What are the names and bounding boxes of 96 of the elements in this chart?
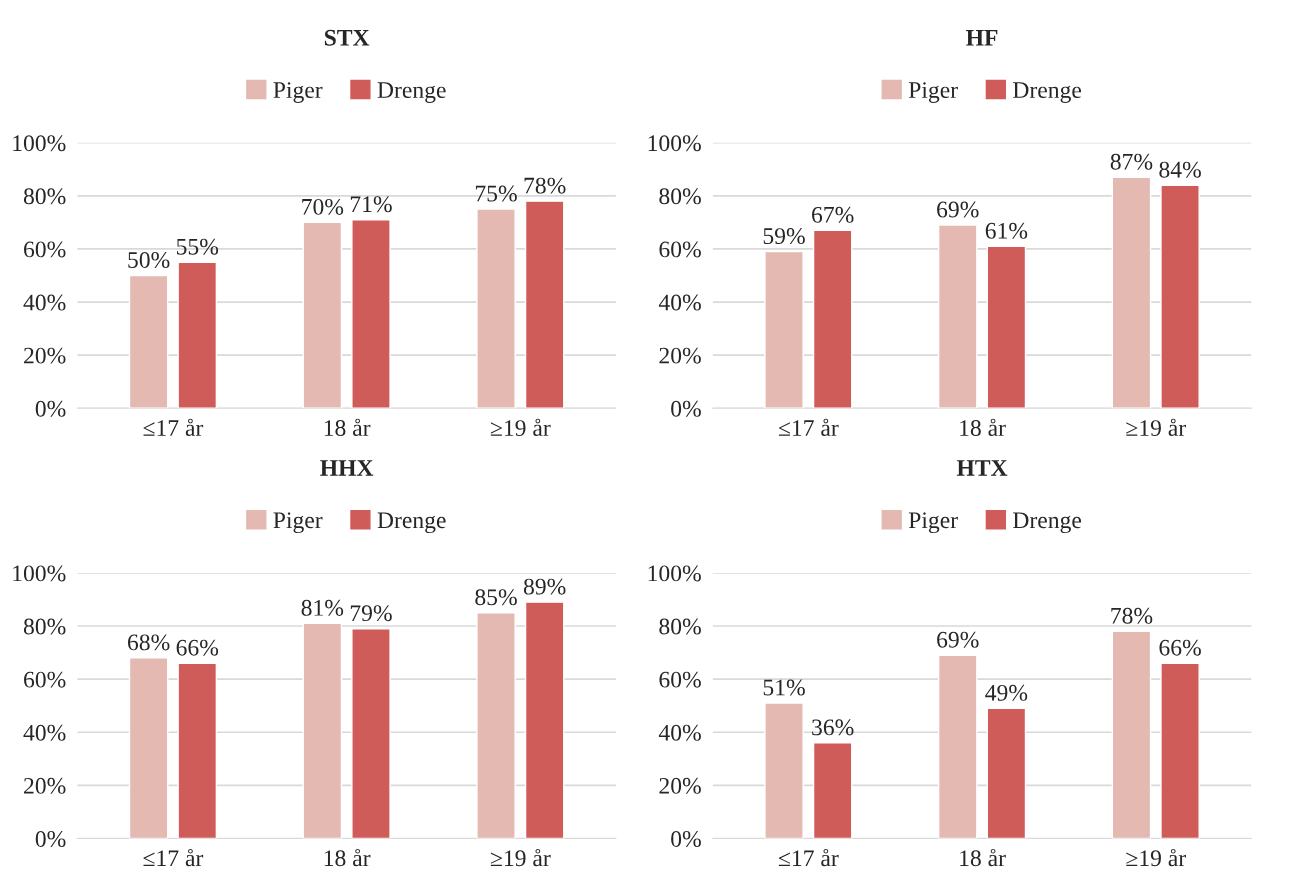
- data-label: 89%: [523, 578, 566, 595]
- data-label: 78%: [1111, 607, 1153, 624]
- bar: [1160, 662, 1200, 839]
- legend-label: Piger: [273, 82, 323, 103]
- data-label: 68%: [127, 634, 170, 651]
- data-label: 85%: [475, 589, 517, 606]
- legend-label: Drenge: [377, 82, 446, 103]
- bar: [524, 200, 565, 409]
- bar: [1111, 630, 1152, 839]
- y-tick-label: 0%: [35, 830, 66, 847]
- bar: [764, 702, 804, 839]
- y-tick-label: 60%: [24, 671, 66, 688]
- x-tick-label: ≥19 år: [490, 848, 551, 867]
- x-tick-label: 18 år: [960, 848, 1006, 867]
- x-tick-label: ≥19 år: [490, 418, 551, 436]
- bar: [351, 627, 391, 839]
- bar: [812, 742, 853, 839]
- data-label: 69%: [937, 631, 979, 648]
- y-tick-label: 40%: [23, 724, 66, 741]
- legend-label: Drenge: [1013, 512, 1082, 534]
- chart-title: STX: [324, 29, 370, 46]
- y-tick-label: 60%: [659, 671, 701, 688]
- data-label: 59%: [763, 228, 805, 245]
- x-tick-label: ≤17 år: [143, 418, 204, 436]
- y-tick-label: 40%: [658, 294, 701, 311]
- chart-title: HF: [966, 30, 998, 46]
- y-tick-label: 20%: [24, 347, 66, 364]
- bar: [476, 208, 516, 409]
- y-tick-label: 80%: [23, 618, 66, 635]
- y-tick-label: 100%: [13, 565, 66, 582]
- y-tick-label: 80%: [23, 188, 66, 205]
- data-label: 66%: [176, 639, 219, 656]
- y-tick-label: 20%: [659, 347, 701, 364]
- legend-label: Piger: [908, 512, 958, 534]
- y-tick-label: 0%: [671, 400, 701, 417]
- chart-title: HTX: [956, 460, 1008, 476]
- bar: [986, 707, 1027, 839]
- bar: [351, 219, 391, 409]
- data-label: 87%: [1110, 153, 1153, 170]
- bar: [302, 221, 343, 409]
- data-label: 36%: [812, 719, 854, 736]
- y-tick-label: 100%: [13, 135, 66, 152]
- data-label: 50%: [128, 251, 170, 268]
- data-label: 67%: [812, 206, 854, 223]
- data-label: 51%: [763, 679, 805, 696]
- chart-title: HHX: [320, 460, 374, 476]
- y-tick-label: 40%: [23, 294, 66, 311]
- bar: [937, 224, 978, 409]
- bar: [764, 250, 804, 409]
- bar: [1160, 184, 1200, 409]
- bar: [128, 274, 169, 409]
- y-tick-label: 80%: [659, 188, 701, 205]
- data-label: 84%: [1159, 161, 1201, 178]
- x-tick-label: 18 år: [324, 848, 371, 867]
- x-tick-label: ≤17 år: [778, 848, 839, 867]
- data-label: 78%: [524, 177, 566, 194]
- bar: [302, 622, 343, 839]
- x-tick-label: ≤17 år: [778, 418, 839, 436]
- legend-label: Piger: [908, 82, 958, 103]
- y-tick-label: 80%: [659, 618, 701, 635]
- bar: [937, 654, 978, 839]
- legend-label: Piger: [273, 512, 323, 534]
- x-tick-label: 18 år: [960, 418, 1006, 436]
- data-label: 79%: [350, 605, 392, 622]
- x-tick-label: 18 år: [324, 418, 371, 436]
- data-label: 71%: [350, 196, 392, 213]
- bar: [812, 229, 853, 409]
- y-tick-label: 100%: [648, 135, 701, 152]
- y-tick-label: 0%: [35, 400, 66, 417]
- legend-label: Drenge: [377, 512, 446, 534]
- x-tick-label: ≥19 år: [1126, 418, 1186, 436]
- y-tick-label: 20%: [659, 777, 701, 794]
- legend-label: Drenge: [1013, 82, 1082, 103]
- bar: [986, 245, 1027, 409]
- x-tick-label: ≥19 år: [1126, 848, 1186, 867]
- y-tick-label: 100%: [648, 565, 701, 582]
- bar: [177, 662, 218, 839]
- y-tick-label: 20%: [24, 777, 66, 794]
- data-label: 81%: [301, 599, 344, 616]
- data-label: 75%: [475, 185, 517, 202]
- y-tick-label: 60%: [659, 241, 701, 258]
- data-label: 69%: [937, 201, 979, 218]
- bar: [1111, 176, 1152, 409]
- data-label: 55%: [176, 238, 219, 255]
- data-label: 66%: [1159, 639, 1201, 656]
- data-label: 49%: [985, 684, 1028, 701]
- bar: [524, 601, 565, 839]
- bar: [476, 612, 516, 839]
- data-label: 70%: [302, 198, 344, 215]
- x-tick-label: ≤17 år: [143, 848, 204, 867]
- y-tick-label: 40%: [658, 724, 701, 741]
- bar: [177, 261, 218, 409]
- bar: [128, 657, 169, 839]
- data-label: 61%: [985, 222, 1028, 239]
- y-tick-label: 0%: [671, 830, 701, 847]
- y-tick-label: 60%: [24, 241, 66, 258]
